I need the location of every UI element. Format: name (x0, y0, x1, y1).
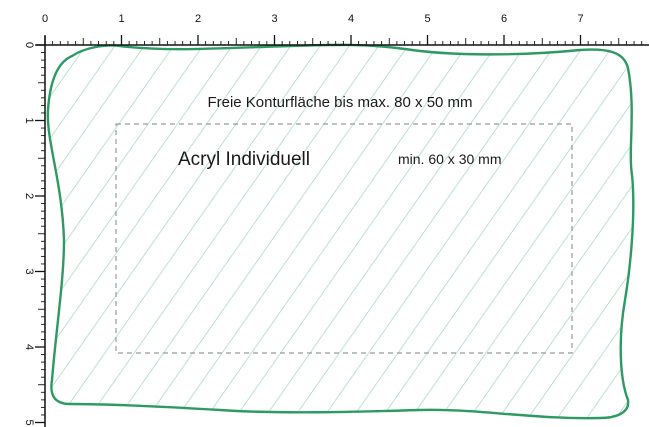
top-ruler-label: 2 (195, 13, 201, 25)
left-ruler-label: 1 (23, 117, 35, 123)
freeform-contour-shape (46, 43, 635, 420)
min-size-dashed-box (115, 123, 573, 354)
top-ruler-label: 1 (119, 13, 125, 25)
min-size-label: min. 60 x 30 mm (398, 151, 501, 167)
max-area-label: Freie Konturfläche bis max. 80 x 50 mm (207, 94, 472, 111)
ruler (35, 35, 649, 427)
top-ruler-label: 6 (501, 13, 507, 25)
left-ruler-label: 2 (23, 193, 35, 199)
left-ruler-label: 0 (23, 42, 35, 48)
left-ruler-label: 3 (23, 268, 35, 274)
top-ruler-label: 7 (578, 13, 584, 25)
left-ruler-label: 5 (23, 419, 35, 425)
product-name-label: Acryl Individuell (178, 149, 310, 170)
top-ruler-label: 5 (425, 13, 431, 25)
left-ruler-label: 4 (23, 344, 35, 350)
top-ruler-label: 4 (348, 13, 354, 25)
top-ruler-label: 0 (42, 13, 48, 25)
top-ruler-label: 3 (272, 13, 278, 25)
